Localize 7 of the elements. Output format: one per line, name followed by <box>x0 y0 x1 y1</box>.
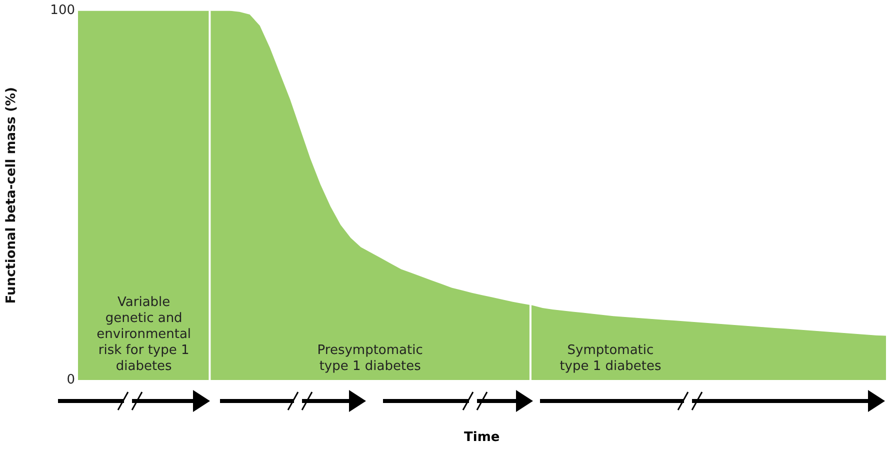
y-tick-label: 0 <box>66 372 75 388</box>
annotation: Variable genetic and environmental risk for type 1 diabetes <box>96 295 192 375</box>
x-axis-title: Time <box>464 430 500 445</box>
annotation: Presymptomatic type 1 diabetes <box>316 343 424 375</box>
y-tick-label: 100 <box>50 3 75 18</box>
y-axis-title: Functional beta-cell mass (%) <box>4 87 20 304</box>
annotation: Symptomatic type 1 diabetes <box>558 343 662 375</box>
